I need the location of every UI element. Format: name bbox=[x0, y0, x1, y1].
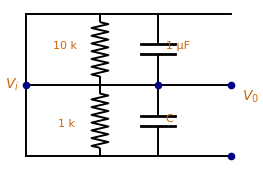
Text: 10 k: 10 k bbox=[53, 41, 77, 51]
Text: $V_i$: $V_i$ bbox=[5, 77, 19, 93]
Text: C: C bbox=[166, 114, 173, 124]
Text: 1 k: 1 k bbox=[58, 119, 75, 129]
Text: $V_0$: $V_0$ bbox=[242, 89, 259, 105]
Text: 1 μF: 1 μF bbox=[166, 41, 190, 51]
